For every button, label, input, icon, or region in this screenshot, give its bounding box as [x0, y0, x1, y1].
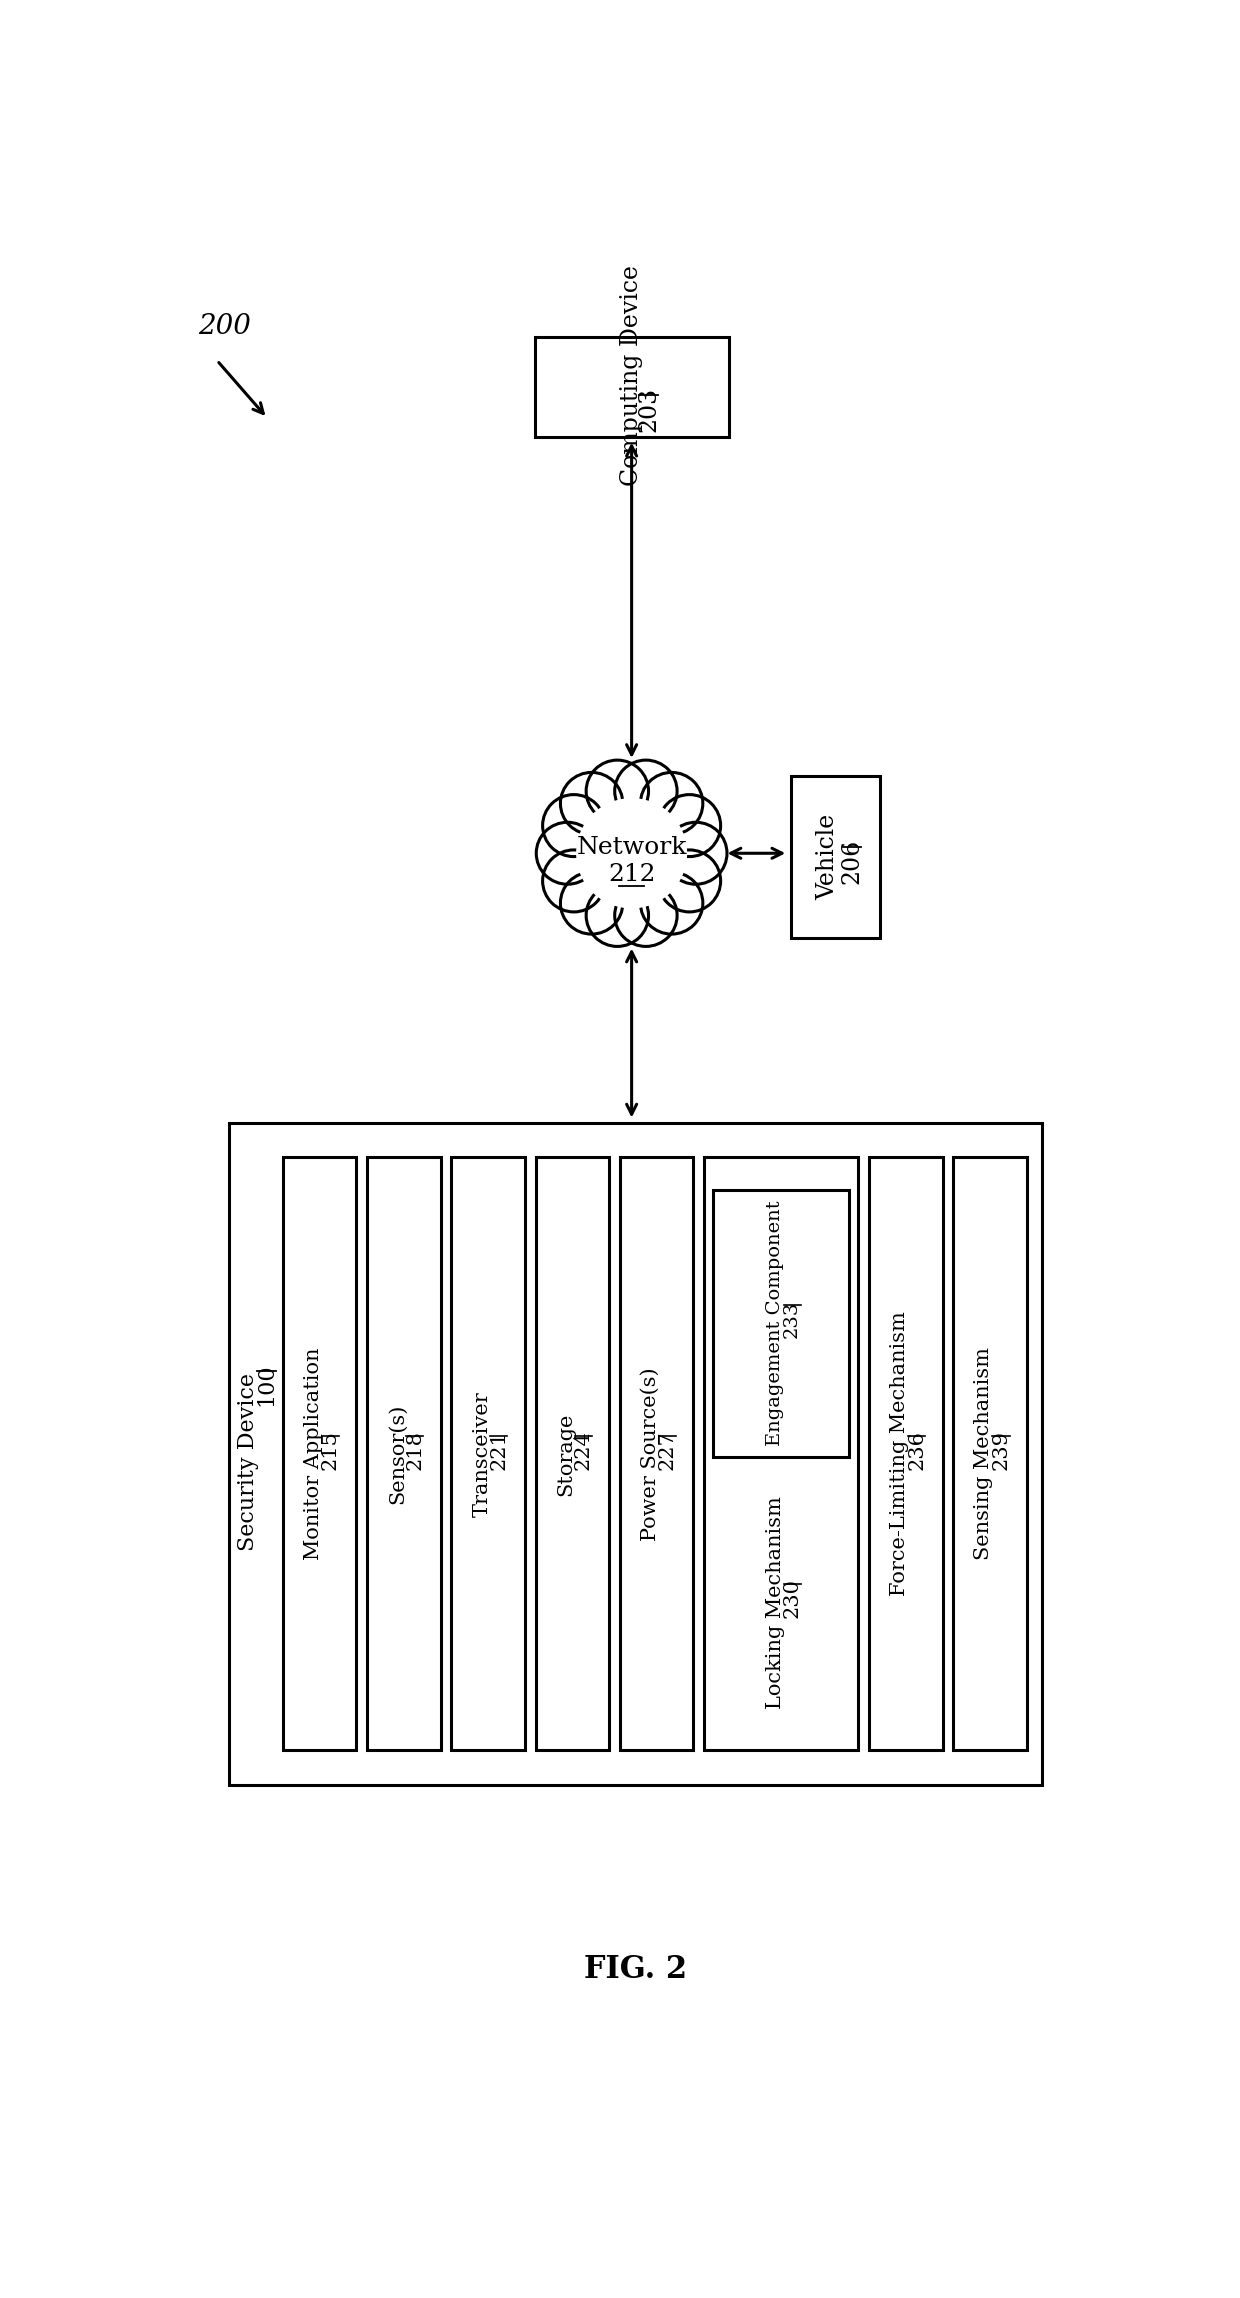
- FancyBboxPatch shape: [620, 1158, 693, 1751]
- Text: Security Device: Security Device: [237, 1372, 259, 1551]
- Text: Engagement Component: Engagement Component: [766, 1200, 784, 1445]
- Circle shape: [560, 873, 622, 933]
- Text: Sensor(s): Sensor(s): [388, 1404, 407, 1505]
- FancyBboxPatch shape: [954, 1158, 1027, 1751]
- Text: Network: Network: [577, 836, 687, 859]
- Text: Force-Limiting Mechanism: Force-Limiting Mechanism: [890, 1312, 909, 1597]
- FancyBboxPatch shape: [228, 1124, 1043, 1786]
- Circle shape: [640, 873, 703, 933]
- Text: Sensing Mechanism: Sensing Mechanism: [975, 1347, 993, 1560]
- Text: 203: 203: [637, 386, 660, 432]
- Circle shape: [587, 885, 649, 947]
- Text: FIG. 2: FIG. 2: [584, 1953, 687, 1985]
- FancyBboxPatch shape: [367, 1158, 440, 1751]
- FancyBboxPatch shape: [704, 1158, 858, 1751]
- Circle shape: [536, 823, 599, 885]
- FancyBboxPatch shape: [534, 338, 729, 437]
- Text: Locking Mechanism: Locking Mechanism: [765, 1496, 785, 1707]
- Circle shape: [543, 795, 605, 857]
- Circle shape: [560, 772, 622, 834]
- Circle shape: [665, 823, 727, 885]
- Text: 236: 236: [908, 1429, 926, 1471]
- Text: 212: 212: [608, 864, 656, 887]
- Text: Power Source(s): Power Source(s): [641, 1367, 660, 1540]
- Text: 233: 233: [784, 1301, 801, 1337]
- FancyBboxPatch shape: [283, 1158, 356, 1751]
- Text: Monitor Application: Monitor Application: [304, 1347, 322, 1560]
- Text: 100: 100: [255, 1363, 278, 1406]
- Text: 239: 239: [992, 1429, 1011, 1471]
- Circle shape: [543, 850, 605, 912]
- Circle shape: [658, 850, 720, 912]
- Circle shape: [577, 800, 687, 908]
- FancyBboxPatch shape: [869, 1158, 942, 1751]
- Circle shape: [615, 761, 677, 823]
- Circle shape: [640, 772, 703, 834]
- Text: 230: 230: [782, 1579, 801, 1618]
- Circle shape: [615, 885, 677, 947]
- Text: 221: 221: [490, 1429, 508, 1471]
- Text: 227: 227: [658, 1429, 677, 1471]
- Text: 200: 200: [197, 313, 250, 340]
- Text: 218: 218: [405, 1429, 424, 1471]
- Text: Storage: Storage: [557, 1413, 575, 1496]
- FancyBboxPatch shape: [451, 1158, 525, 1751]
- Text: 206: 206: [841, 839, 863, 885]
- Circle shape: [587, 761, 649, 823]
- FancyBboxPatch shape: [791, 777, 879, 938]
- Text: Vehicle: Vehicle: [816, 813, 838, 901]
- FancyBboxPatch shape: [713, 1190, 849, 1457]
- FancyBboxPatch shape: [536, 1158, 609, 1751]
- Text: Transceiver: Transceiver: [472, 1390, 491, 1517]
- Text: 224: 224: [574, 1429, 593, 1471]
- Text: 215: 215: [321, 1429, 340, 1471]
- Text: Computing Device: Computing Device: [620, 264, 644, 487]
- Circle shape: [658, 795, 720, 857]
- Circle shape: [578, 800, 684, 905]
